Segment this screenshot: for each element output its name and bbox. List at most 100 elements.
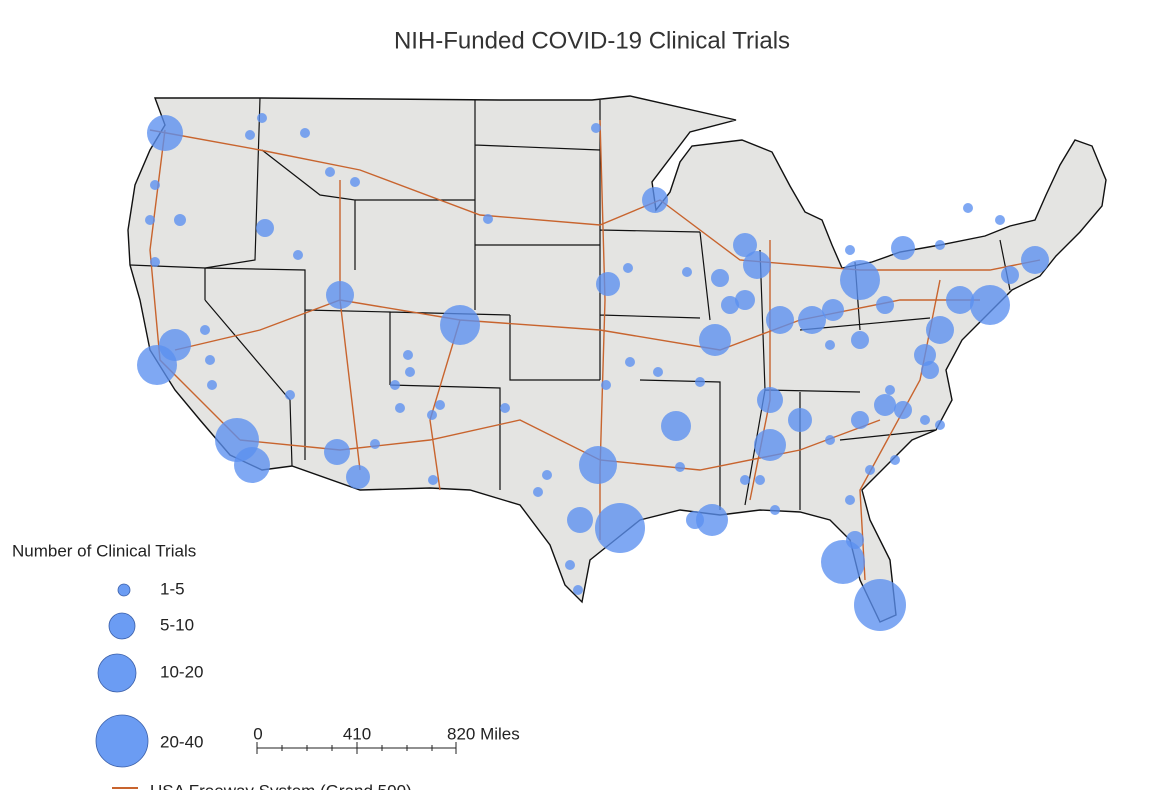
trial-site [591, 123, 601, 133]
trial-site [428, 475, 438, 485]
trial-site [754, 429, 786, 461]
legend-label: 5-10 [160, 615, 194, 634]
trial-site [257, 113, 267, 123]
trial-site [721, 296, 739, 314]
trial-site [403, 350, 413, 360]
trial-site [642, 187, 668, 213]
trial-site [845, 245, 855, 255]
scale-label: 410 [343, 724, 371, 743]
trial-site [542, 470, 552, 480]
scale-bar [256, 742, 457, 754]
trial-site [733, 233, 757, 257]
trial-site [174, 214, 186, 226]
trial-site [854, 579, 906, 631]
trial-site [743, 251, 771, 279]
trial-site [150, 257, 160, 267]
trial-site [390, 380, 400, 390]
trial-site [500, 403, 510, 413]
trial-site [346, 465, 370, 489]
trial-site [675, 462, 685, 472]
trial-site [200, 325, 210, 335]
trial-site [914, 344, 936, 366]
trial-site [711, 269, 729, 287]
trial-site [970, 285, 1010, 325]
trial-site [300, 128, 310, 138]
trial-site [370, 439, 380, 449]
us-outline [127, 95, 1107, 623]
trial-site [926, 316, 954, 344]
trial-site [935, 240, 945, 250]
trial-sites [137, 113, 1049, 631]
trial-site [205, 355, 215, 365]
trial-site [788, 408, 812, 432]
trial-site [822, 299, 844, 321]
trial-site [891, 236, 915, 260]
trial-site [825, 435, 835, 445]
trial-site [845, 495, 855, 505]
trial-site [623, 263, 633, 273]
trial-site [696, 504, 728, 536]
trial-site [145, 215, 155, 225]
trial-site [661, 411, 691, 441]
trial-site [890, 455, 900, 465]
trial-site [770, 505, 780, 515]
trial-site [735, 290, 755, 310]
trial-site [326, 281, 354, 309]
map-title: NIH-Funded COVID-19 Clinical Trials [394, 27, 790, 54]
trial-site [653, 367, 663, 377]
trial-site [601, 380, 611, 390]
legend-symbol [108, 612, 136, 640]
scale-label: 0 [253, 724, 262, 743]
trial-site [207, 380, 217, 390]
scale-label: 820 Miles [447, 724, 520, 743]
trial-site [483, 214, 493, 224]
trial-site [846, 531, 864, 549]
legend-symbol [95, 714, 149, 768]
trial-site [686, 511, 704, 529]
trial-site [1001, 266, 1019, 284]
trial-site [821, 540, 865, 584]
legend-label: 1-5 [160, 579, 185, 598]
trial-site [405, 367, 415, 377]
trial-site [946, 286, 974, 314]
trial-site [234, 447, 270, 483]
trial-site [840, 260, 880, 300]
trial-site [293, 250, 303, 260]
trial-site [596, 272, 620, 296]
trial-site [865, 465, 875, 475]
trial-site [245, 130, 255, 140]
road-legend-label: USA Freeway System (Grand 500) [150, 781, 412, 790]
trial-site [427, 410, 437, 420]
trial-site [147, 115, 183, 151]
trial-site [285, 390, 295, 400]
trial-site [755, 475, 765, 485]
trial-site [625, 357, 635, 367]
trial-site [150, 180, 160, 190]
trial-site [894, 401, 912, 419]
legend-symbol [97, 653, 137, 693]
trial-site [695, 377, 705, 387]
trial-site [798, 306, 826, 334]
trial-site [935, 420, 945, 430]
trial-site [885, 385, 895, 395]
trial-site [324, 439, 350, 465]
trial-site [567, 507, 593, 533]
trial-site [565, 560, 575, 570]
trial-site [963, 203, 973, 213]
legend-label: 20-40 [160, 732, 203, 751]
trial-site [595, 503, 645, 553]
trial-site [682, 267, 692, 277]
trial-site [876, 296, 894, 314]
trial-site [757, 387, 783, 413]
trial-site [256, 219, 274, 237]
trial-site [851, 411, 869, 429]
trial-site [766, 306, 794, 334]
trial-site [825, 340, 835, 350]
trial-site [874, 394, 896, 416]
trial-site [740, 475, 750, 485]
trial-site [325, 167, 335, 177]
trial-site [573, 585, 583, 595]
trial-site [533, 487, 543, 497]
legend-symbol [117, 583, 131, 597]
